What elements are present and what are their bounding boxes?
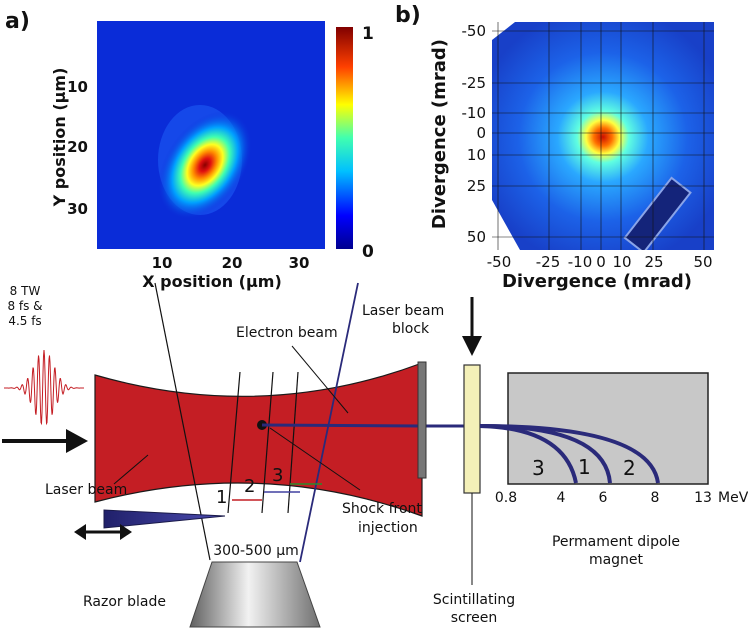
panel-b-xtick: -50 [487,253,512,271]
panel-b-ylabel: Divergence (mrad) [429,39,450,229]
colorbar-max: 1 [362,24,374,44]
position-label: 1 [216,487,227,508]
divergence-spot [492,22,714,250]
magnet-label: Permament dipole [552,534,680,550]
beam-block-label: block [392,321,430,337]
screen-arrowhead [462,336,482,356]
screen-label: Scintillating [433,592,515,608]
panel-b-ytick: -25 [462,74,487,92]
panel-a-axes: 10 20 30 10 20 30 X position (µm) Y posi… [50,68,309,291]
double-arrow-icon [74,524,132,540]
gas-nozzle [189,561,321,628]
energy-unit: MeV [718,490,748,506]
heatmap-spot [97,21,325,249]
laser-beam-block [417,361,427,479]
panel-b-image [492,22,714,250]
trace-label: 1 [578,455,591,479]
deflection-traces [479,424,660,484]
panel-a-ylabel: Y position (µm) [50,68,69,208]
shock-front-pointer [269,427,361,491]
panel-b-xtick: 50 [693,253,712,271]
panel-a-xtick: 30 [289,254,310,272]
panel-a-ytick: 20 [67,138,88,156]
panel-b-xtick: 25 [644,253,663,271]
panel-b-xtick: -25 [536,253,561,271]
shock-front-label: Shock front [342,501,422,517]
beam-block-label: Laser beam [362,303,444,319]
shock-front-lines [154,282,299,561]
energy-tick: 0.8 [495,490,517,506]
panel-a-xtick: 10 [152,254,173,272]
panel-a-xtick: 20 [222,254,243,272]
razor-blade-label: Razor blade [83,594,166,610]
shadow-object [623,176,692,250]
panel-a-ytick: 10 [67,78,88,96]
laser-beam-pointer [113,454,149,485]
panel-b-ytick: -50 [462,22,487,40]
panel-a-colorbar: 1 0 [336,24,374,262]
panel-b-ytick: 0 [476,124,486,142]
panel-a-ytick: 30 [67,200,88,218]
panel-b-ytick: 50 [467,228,486,246]
position-label: 2 [244,476,255,497]
panel-b-xtick: 10 [612,253,631,271]
panel-b-label: b) [395,3,421,28]
panel-b-grid [492,22,714,250]
laser-input-arrowhead [66,429,88,453]
trace-label: 3 [532,456,545,480]
shock-front-label: injection [358,520,418,536]
screen-label: screen [451,610,498,626]
energy-tick: 8 [651,490,660,506]
colorbar-gradient [336,27,353,249]
energy-tick: 6 [599,490,608,506]
panel-b-xtick: 0 [596,253,606,271]
scintillating-screen [463,364,481,494]
panel-b-ytick: 25 [467,177,486,195]
panel-a-xlabel: X position (µm) [142,272,282,291]
panel-a-label: a) [5,9,30,34]
colorbar-min: 0 [362,242,374,262]
panel-b-xlabel: Divergence (mrad) [502,271,692,292]
panel-b-ytick: 10 [467,146,486,164]
energy-tick: 4 [557,490,566,506]
shock-front-line-blue [299,282,359,563]
panel-a-heatmap [97,21,325,249]
laser-spec-line: 4.5 fs [8,314,41,328]
panel-b-ytick: -10 [462,104,487,122]
laser-spec-line: 8 TW [10,284,41,298]
laser-beam-label: Laser beam [45,482,127,498]
laser-spec-line: 8 fs & [7,299,42,313]
trace-label: 2 [623,456,636,480]
razor-blade [103,509,226,529]
panel-b-xtick: -10 [568,253,593,271]
position-label: 3 [272,465,283,486]
laser-pulse-wave [4,349,84,426]
magnet-label: magnet [589,552,644,568]
electron-beam-pointer [291,345,349,414]
panel-b-axes: -50 -25 -10 0 10 25 50 -50 -25 -10 0 10 … [429,22,713,292]
energy-tick: 13 [694,490,712,506]
laser-beam [94,362,423,517]
electron-beam [261,423,465,428]
electron-beam-label: Electron beam [236,325,338,341]
gap-label: 300-500 μm [213,543,299,559]
